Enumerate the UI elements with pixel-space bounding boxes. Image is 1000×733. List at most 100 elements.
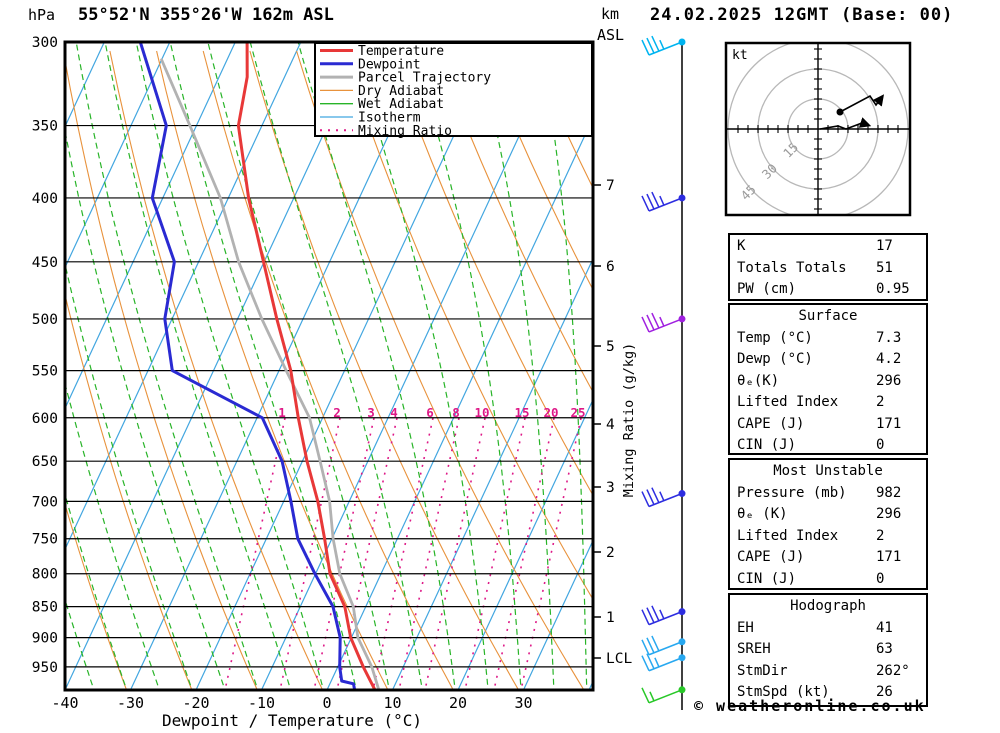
pressure-unit-label: hPa <box>28 6 56 24</box>
legend-label: Wet Adiabat <box>358 97 444 112</box>
mixing-ratio-group: 1 2 3 4 6 8 10 15 20 25 <box>224 405 586 691</box>
stat-value: 0 <box>876 570 885 587</box>
mixing-ratio-value: 4 <box>390 405 398 420</box>
stat-label: StmSpd (kt) <box>737 684 830 700</box>
stat-value: 171 <box>876 549 902 565</box>
stat-label: Dewp (°C) <box>737 351 813 367</box>
mixing-ratio-value: 20 <box>543 405 558 420</box>
stat-label: CAPE (J) <box>737 549 805 565</box>
stat-row: CIN (J) 0 <box>730 569 926 591</box>
stat-row: CAPE (J) 171 <box>730 547 926 569</box>
stat-value: 2 <box>876 527 885 544</box>
mixing-ratio-value: 2 <box>333 405 341 420</box>
mixing-ratio-value: 10 <box>474 405 489 420</box>
wind-barb <box>641 312 686 333</box>
km-tick-label: 3 <box>606 480 615 496</box>
stat-value: 296 <box>876 372 902 389</box>
stat-value: 17 <box>876 238 893 254</box>
pressure-tick-label: 850 <box>32 600 58 616</box>
mixing-ratio-value: 8 <box>452 405 460 420</box>
wet-adiabat-line <box>169 42 358 690</box>
pressure-tick-label: 800 <box>32 567 58 583</box>
pressure-tick-label: 400 <box>32 191 58 207</box>
stat-label: EH <box>737 619 754 636</box>
panel-title: Hodograph <box>790 598 866 614</box>
lcl-label: LCL <box>606 651 632 667</box>
wind-barb <box>641 35 686 56</box>
isotherm-line <box>65 42 171 269</box>
km-axis-unit: km <box>601 5 620 23</box>
stats-panel: K 17 Totals Totals 51 PW (cm) 0.95 <box>728 233 928 301</box>
stat-label: CAPE (J) <box>737 415 805 432</box>
pressure-tick-label: 700 <box>32 494 58 510</box>
mixing-ratio-value: 25 <box>570 405 585 420</box>
pressure-tick-label: 750 <box>32 532 58 548</box>
wind-barb <box>641 487 686 508</box>
pressure-tick-label: 350 <box>32 119 58 135</box>
dry-adiabat-line <box>482 50 593 291</box>
stat-label: Totals Totals <box>737 259 847 276</box>
wind-barb <box>641 686 686 704</box>
mixing-axis-label: Mixing Ratio (g/kg) <box>621 343 637 497</box>
stats-panel: Hodograph EH 41 SREH 63 StmDir 262° StmSpd (kt)… <box>728 593 928 707</box>
legend-label: Dry Adiabat <box>358 84 444 99</box>
stat-label: PW (cm) <box>737 281 797 297</box>
parcel-trajectory-curve <box>160 58 381 690</box>
hodograph-frame <box>724 41 912 217</box>
asl-axis-unit: ASL <box>597 26 625 44</box>
x-axis-label: Dewpoint / Temperature (°C) <box>162 711 422 730</box>
wet-adiabat-line <box>65 128 226 690</box>
wet-adiabat-line <box>249 42 423 690</box>
pressure-tick-label: 500 <box>32 312 58 328</box>
stat-value: 0 <box>876 437 885 453</box>
pressure-tick-label: 600 <box>32 411 58 427</box>
legend-box <box>314 42 593 137</box>
stat-row: StmDir 262° <box>730 661 926 683</box>
wet-adiabat-line <box>65 492 128 690</box>
pressure-tick-label: 450 <box>32 255 58 271</box>
isotherm-line <box>65 42 367 690</box>
mixing-ratio-line <box>224 417 286 691</box>
isotherm-line <box>326 116 593 690</box>
hodograph-trace-start-dot <box>836 108 844 116</box>
stat-row: Lifted Index 2 <box>730 526 926 548</box>
stats-panel: Surface Temp (°C) 7.3 Dewp (°C) 4.2 θₑ(K) 296 L… <box>728 303 928 455</box>
km-tick-label: 6 <box>606 259 615 275</box>
stat-label: CIN (J) <box>737 570 797 587</box>
dry-adiabat-line <box>342 50 593 601</box>
dry-adiabat-line <box>65 502 128 690</box>
panel-title: Most Unstable <box>773 463 883 479</box>
stat-label: Lifted Index <box>737 394 839 410</box>
stat-value: 26 <box>876 684 893 700</box>
stat-row: SREH 63 <box>730 639 926 661</box>
wind-barb <box>641 635 686 656</box>
stat-row: PW (cm) 0.95 <box>730 279 926 301</box>
mixing-ratio-line <box>336 417 398 691</box>
temp-tick-label: 0 <box>322 694 331 712</box>
wind-barb <box>641 191 686 212</box>
isotherm-line <box>65 42 236 410</box>
stat-label: Lifted Index <box>737 527 839 544</box>
wet-adiabats-group <box>65 42 588 690</box>
mixing-ratio-line <box>398 417 460 691</box>
wet-adiabat-line <box>207 42 390 690</box>
mixing-ratio-line <box>424 417 486 691</box>
wet-adiabat-line <box>104 42 292 690</box>
stat-label: θₑ (K) <box>737 506 788 522</box>
wet-adiabat-line <box>351 42 489 690</box>
stat-value: 171 <box>876 415 902 432</box>
stat-row: Temp (°C) 7.3 <box>730 328 926 350</box>
sounding-curves <box>138 42 381 690</box>
km-tick-label: 7 <box>606 178 615 194</box>
dry-adiabat-line <box>156 50 389 690</box>
pressure-tick-label: 300 <box>32 35 58 51</box>
pressure-tick-label: 950 <box>32 660 58 676</box>
mixing-ratio-line <box>279 417 341 691</box>
wind-barb <box>641 605 686 626</box>
km-tick-label: 2 <box>606 545 615 561</box>
pressure-tick-label: 900 <box>32 631 58 647</box>
stat-row: Dewp (°C) 4.2 <box>730 349 926 371</box>
